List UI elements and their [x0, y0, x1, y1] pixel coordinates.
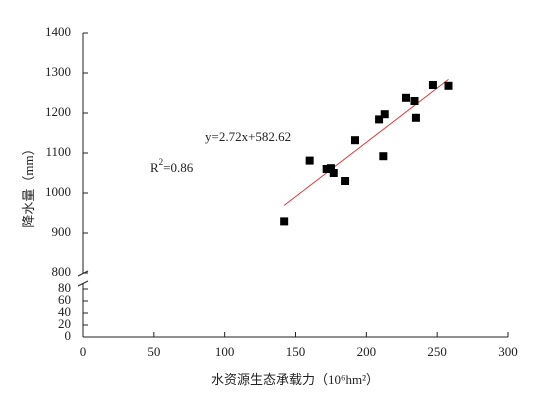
r-squared: R2=0.86	[150, 157, 194, 175]
y-tick-label: 20	[58, 316, 71, 331]
point	[444, 81, 453, 90]
x-tick-label: 300	[498, 344, 518, 359]
y-axis-label: 降水量（mm）	[21, 142, 36, 227]
r-exp: 2	[159, 157, 164, 167]
point	[411, 113, 420, 122]
point	[410, 97, 419, 105]
point	[402, 93, 410, 102]
point	[326, 164, 335, 173]
y-tick-label: 60	[58, 292, 71, 307]
point	[351, 136, 359, 145]
r-base: R	[150, 160, 159, 175]
fit-line	[283, 79, 449, 206]
y-tick-label: 1200	[45, 104, 71, 119]
x-tick-label: 0	[80, 344, 87, 359]
point	[375, 115, 384, 124]
y-tick-label: 900	[52, 224, 72, 239]
x-tick-label: 50	[147, 344, 160, 359]
y-tick-label: 40	[58, 304, 71, 319]
y-tick-label: 80	[58, 280, 71, 295]
point	[280, 217, 289, 226]
point	[329, 169, 338, 177]
y-tick-label: 1400	[45, 24, 71, 39]
point	[322, 165, 331, 173]
x-tick-label: 150	[286, 344, 306, 359]
point	[380, 110, 389, 119]
point	[428, 81, 437, 89]
equation: y=2.72x+582.62	[205, 129, 291, 144]
point	[341, 177, 350, 185]
y-tick-label: 1000	[45, 184, 71, 199]
x-tick-label: 100	[215, 344, 235, 359]
y-tick-label: 0	[65, 328, 72, 343]
x-tick-label: 200	[357, 344, 377, 359]
y-tick-label: 1100	[45, 144, 71, 159]
y-tick-label: 800	[52, 264, 72, 279]
y-tick-label: 1300	[45, 64, 71, 79]
r-value: =0.86	[163, 160, 194, 175]
x-tick-label: 250	[427, 344, 447, 359]
point	[305, 156, 314, 165]
x-axis-label: 水资源生态承载力（10⁶hm²）	[211, 372, 379, 387]
point	[379, 152, 388, 161]
axis-break	[77, 280, 89, 287]
